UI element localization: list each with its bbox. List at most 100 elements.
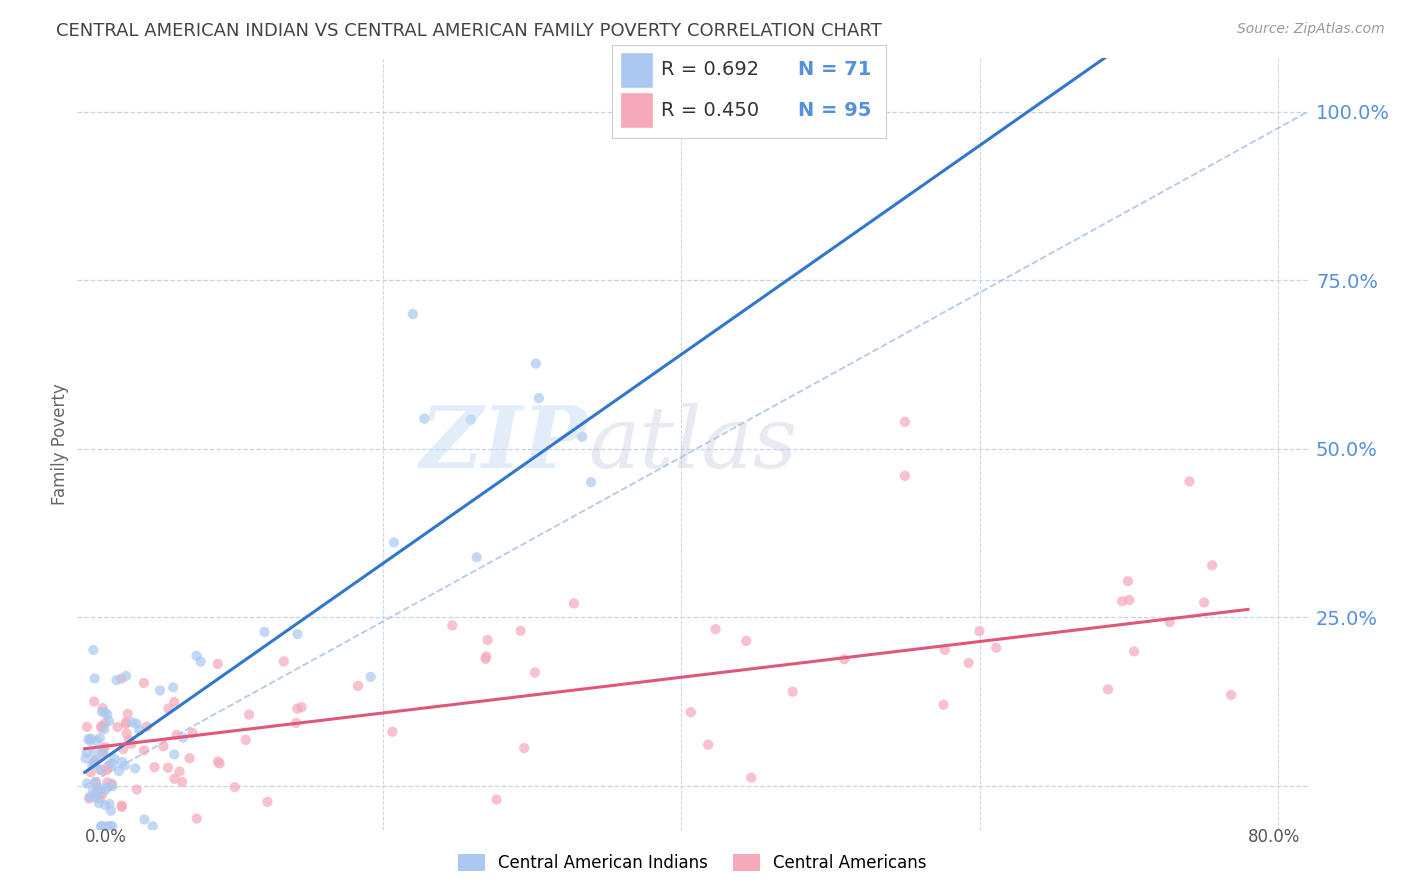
Central American Indians (96, 707, 118, 722)
Central Americans (207, 657, 229, 671)
Central American Indians (142, 819, 165, 833)
Central Americans (679, 705, 702, 719)
Central American Indians (105, 673, 128, 687)
Central American Indians (84, 787, 107, 801)
Central Americans (1159, 615, 1181, 629)
Central American Indians (98, 714, 121, 728)
Central Americans (986, 640, 1008, 655)
Central American Indians (162, 681, 184, 695)
Central Americans (101, 777, 124, 791)
Central Americans (83, 694, 105, 708)
Central American Indians (115, 669, 138, 683)
Central Americans (111, 800, 134, 814)
Central Americans (782, 684, 804, 698)
Central Americans (115, 726, 138, 740)
Central American Indians (382, 535, 405, 549)
Central Americans (735, 634, 758, 648)
Central Americans (90, 763, 112, 777)
Central Americans (179, 751, 201, 765)
Central American Indians (108, 764, 131, 778)
Central Americans (1123, 644, 1146, 658)
Central Americans (107, 720, 129, 734)
Central Americans (894, 415, 917, 429)
Central Americans (562, 596, 585, 610)
Text: ZIP: ZIP (420, 402, 588, 485)
Central Americans (117, 706, 139, 721)
Central American Indians (76, 746, 98, 760)
Central American Indians (76, 776, 98, 790)
Central American Indians (124, 761, 146, 775)
Central Americans (1192, 595, 1215, 609)
Central Americans (163, 772, 186, 786)
Central Americans (91, 701, 114, 715)
Central American Indians (75, 751, 97, 765)
Central American Indians (82, 643, 104, 657)
Central Americans (523, 665, 546, 680)
Central Americans (235, 733, 257, 747)
Central Americans (77, 791, 100, 805)
Central American Indians (97, 819, 120, 833)
Central Americans (120, 737, 142, 751)
Central Americans (94, 715, 117, 730)
Central American Indians (93, 722, 115, 736)
Central Americans (1220, 688, 1243, 702)
Central American Indians (253, 624, 276, 639)
Central Americans (94, 740, 117, 755)
Central Americans (89, 792, 111, 806)
Central Americans (1116, 574, 1139, 589)
FancyBboxPatch shape (620, 52, 652, 87)
Central Americans (91, 741, 114, 756)
Text: atlas: atlas (588, 402, 797, 485)
Central American Indians (94, 706, 117, 720)
Central Americans (169, 764, 191, 779)
Central Americans (110, 672, 132, 686)
Text: R = 0.450: R = 0.450 (661, 101, 759, 120)
Central American Indians (460, 412, 482, 426)
Central American Indians (579, 475, 602, 490)
Central American Indians (465, 550, 488, 565)
Central American Indians (79, 790, 101, 805)
Central American Indians (94, 783, 117, 797)
Central Americans (273, 654, 295, 668)
Central Americans (1097, 682, 1119, 697)
Central Americans (91, 787, 114, 801)
Central American Indians (94, 798, 117, 813)
Central Americans (80, 765, 103, 780)
Central Americans (132, 743, 155, 757)
Central Americans (186, 812, 208, 826)
Central Americans (90, 721, 112, 735)
Central Americans (290, 700, 312, 714)
Central American Indians (98, 819, 121, 833)
Central Americans (894, 468, 917, 483)
Central American Indians (90, 819, 112, 833)
Central Americans (97, 759, 120, 773)
Central American Indians (186, 648, 208, 663)
Central Americans (957, 656, 980, 670)
Central Americans (285, 716, 308, 731)
Central Americans (381, 724, 404, 739)
Central Americans (834, 652, 856, 666)
Central American Indians (524, 357, 547, 371)
Central Americans (83, 756, 105, 770)
Central American Indians (84, 753, 107, 767)
Central Americans (152, 739, 174, 754)
Central American Indians (103, 751, 125, 765)
Central American Indians (172, 731, 194, 745)
Central Americans (163, 695, 186, 709)
Central Americans (347, 679, 370, 693)
Central American Indians (86, 791, 108, 805)
Central American Indians (111, 755, 134, 769)
Central Americans (181, 726, 204, 740)
Central American Indians (100, 804, 122, 818)
Text: N = 71: N = 71 (799, 61, 872, 79)
Central American Indians (101, 779, 124, 793)
Central American Indians (114, 758, 136, 772)
Central Americans (115, 715, 138, 730)
Central Americans (84, 775, 107, 789)
Central American Indians (87, 783, 110, 797)
Central Americans (697, 738, 720, 752)
Central American Indians (83, 746, 105, 760)
Central American Indians (163, 747, 186, 762)
Legend: Central American Indians, Central Americans: Central American Indians, Central Americ… (451, 847, 934, 880)
Central Americans (285, 701, 308, 715)
